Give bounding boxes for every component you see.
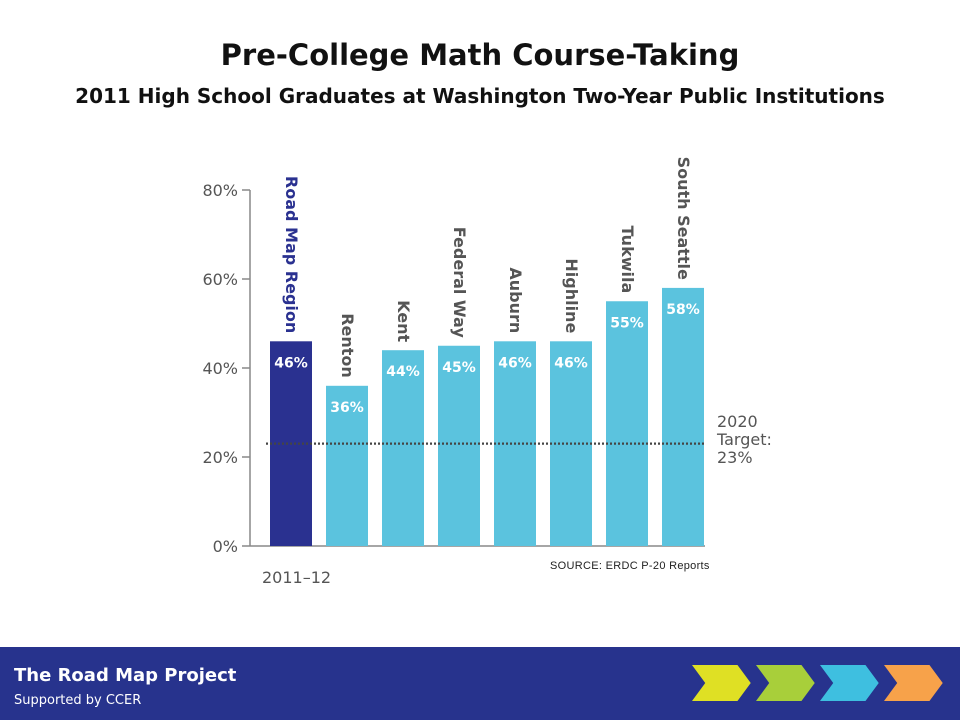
bar-value-label: 46% (554, 355, 588, 371)
chart-title: Pre-College Math Course-Taking (220, 38, 740, 72)
y-tick-label: 40% (202, 359, 238, 378)
chevron-arrow-icon (690, 663, 754, 703)
y-tick-label: 20% (202, 448, 238, 467)
y-tick-label: 0% (213, 537, 238, 556)
x-group-label: 2011–12 (262, 568, 331, 587)
bar (438, 345, 480, 546)
chevron-arrow-icon (880, 663, 946, 703)
y-tick-label: 80% (202, 181, 238, 200)
target-label: 2020 (717, 412, 758, 431)
target-label: 23% (717, 448, 753, 467)
footer-bar: The Road Map Project Supported by CCER (0, 647, 960, 720)
bar-category-label: Kent (394, 300, 413, 342)
bar-category-label: Federal Way (450, 227, 469, 339)
bar-category-label: Road Map Region (282, 176, 301, 333)
bar-value-label: 55% (610, 315, 644, 331)
bar-category-label: Renton (338, 313, 357, 378)
bar-category-label: South Seattle (674, 157, 693, 280)
bar-value-label: 45% (442, 360, 476, 376)
bar (606, 301, 648, 546)
bar-category-label: Highline (562, 258, 581, 333)
chart-subtitle: 2011 High School Graduates at Washington… (75, 84, 885, 108)
bar-value-label: 58% (666, 302, 700, 318)
y-tick-label: 60% (202, 270, 238, 289)
bar (662, 287, 704, 546)
chevron-arrow-icon (752, 663, 818, 703)
source-note: SOURCE: ERDC P-20 Reports (550, 560, 710, 572)
bar-value-label: 44% (386, 364, 420, 380)
bar-category-label: Tukwila (618, 226, 637, 294)
footer-title: The Road Map Project (14, 665, 237, 686)
bar-value-label: 36% (330, 400, 364, 416)
target-label: Target: (716, 430, 772, 449)
bar-category-label: Auburn (506, 267, 525, 333)
footer-subtitle: Supported by CCER (14, 693, 142, 708)
bar-value-label: 46% (274, 355, 308, 371)
bar-value-label: 46% (498, 355, 532, 371)
chevron-arrow-icon (816, 663, 882, 703)
bar (382, 350, 424, 546)
bar (326, 385, 368, 546)
chevron-arrows-logo (690, 663, 946, 703)
bar-chart: 0% 20% 40% 60% 80% 46% Road Map Region 36% Rento… (202, 157, 772, 587)
